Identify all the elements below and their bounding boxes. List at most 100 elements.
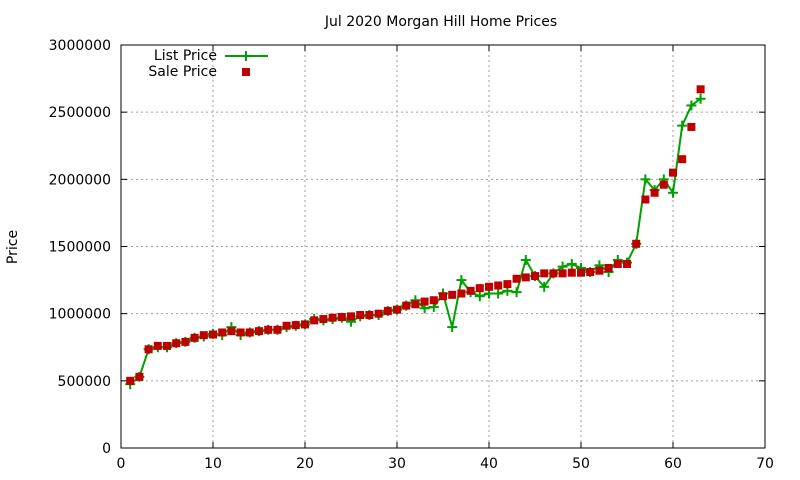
x-tick-label: 60 — [664, 456, 682, 472]
sale-price-point — [659, 180, 668, 189]
sale-price-point — [218, 328, 227, 337]
list-price-point — [447, 322, 458, 333]
sale-price-point — [374, 309, 383, 318]
axis-ticks: 0 10 20 30 40 50 60 70 0 500000 1000000 1500000 2000… — [49, 38, 774, 472]
x-tick-label: 30 — [388, 456, 406, 472]
legend-swatch-sale-price — [242, 68, 250, 76]
chart-title: Jul 2020 Morgan Hill Home Prices — [324, 14, 557, 30]
sale-price-point — [503, 280, 512, 289]
sale-price-point — [540, 269, 549, 278]
sale-price-point — [678, 155, 687, 164]
sale-price-point — [291, 321, 300, 330]
sale-price-point — [475, 284, 484, 293]
sale-price-point — [393, 305, 401, 314]
sale-price-point — [696, 85, 705, 94]
sale-price-point — [549, 269, 558, 278]
sale-price-point — [282, 321, 291, 330]
sale-price-point — [586, 268, 595, 277]
sale-price-point — [687, 122, 696, 131]
x-tick-label: 50 — [572, 456, 590, 472]
list-price-line — [129, 97, 702, 385]
sale-price-point — [383, 306, 392, 315]
x-tick-label: 10 — [204, 456, 222, 472]
list-price-point — [566, 258, 577, 269]
sale-price-point — [485, 282, 493, 291]
sale-price-point — [531, 272, 539, 281]
sale-price-point — [245, 328, 254, 337]
y-tick-label: 2000000 — [49, 172, 111, 188]
sale-price-point — [439, 292, 447, 301]
sale-price-point — [144, 345, 153, 354]
y-tick-label: 2500000 — [49, 105, 111, 121]
sale-price-point — [337, 313, 346, 322]
list-price-point — [474, 291, 485, 302]
list-price-point — [493, 288, 504, 299]
sale-price-point — [172, 339, 181, 348]
sale-price-point — [411, 300, 420, 309]
sale-price-point — [347, 312, 355, 321]
sale-price-point — [457, 289, 466, 298]
sale-price-point — [669, 168, 677, 177]
sale-price-point — [181, 337, 190, 346]
grid — [121, 45, 765, 448]
sale-price-point — [126, 376, 135, 385]
sale-price-point — [577, 268, 585, 277]
sale-price-point — [650, 188, 659, 197]
y-tick-label: 3000000 — [49, 38, 111, 54]
plot-frame — [120, 44, 766, 449]
sale-price-point — [328, 313, 337, 322]
list-price-point — [456, 275, 467, 286]
legend: List Price Sale Price — [148, 48, 268, 80]
sale-price-point — [135, 372, 144, 381]
sale-price-point — [236, 328, 245, 337]
x-tick-label: 0 — [117, 456, 126, 472]
sale-price-point — [273, 325, 282, 334]
list-price-point — [511, 287, 522, 298]
sale-price-point — [356, 311, 365, 320]
sale-price-point — [365, 311, 374, 320]
y-tick-label: 500000 — [58, 374, 111, 390]
sale-price-point — [255, 327, 263, 336]
y-tick-label: 1000000 — [49, 307, 111, 323]
list-price-point — [677, 120, 688, 131]
sale-price-point — [558, 269, 567, 278]
sale-price-point — [310, 316, 319, 325]
series — [125, 85, 706, 390]
y-axis-label: Price — [5, 230, 21, 264]
sale-price-point — [632, 239, 641, 248]
sale-price-point — [604, 263, 613, 272]
sale-price-point — [264, 325, 273, 334]
sale-price-point — [319, 315, 328, 324]
sale-price-point — [227, 327, 236, 336]
sale-price-point — [466, 286, 475, 295]
sale-price-point — [301, 320, 309, 329]
y-tick-label: 0 — [102, 441, 111, 457]
sale-price-point — [153, 341, 162, 350]
sale-price-point — [402, 301, 411, 310]
sale-price-point — [420, 297, 429, 306]
sale-price-point — [623, 259, 631, 268]
sale-price-point — [521, 273, 530, 282]
sale-price-point — [448, 290, 457, 299]
list-price-point — [686, 100, 697, 111]
sale-price-point — [512, 274, 521, 283]
legend-label-list-price: List Price — [154, 48, 217, 64]
sale-price-point — [494, 281, 503, 290]
list-price-point — [640, 174, 651, 185]
sale-price-point — [429, 296, 438, 305]
sale-price-point — [163, 341, 171, 350]
list-price-point — [695, 93, 706, 104]
legend-label-sale-price: Sale Price — [148, 64, 217, 80]
list-price-point — [520, 254, 531, 265]
x-tick-label: 70 — [756, 456, 774, 472]
y-tick-label: 1500000 — [49, 240, 111, 256]
sale-price-point — [595, 266, 604, 275]
list-price-point — [668, 187, 678, 198]
sale-price-point — [209, 330, 217, 339]
sale-price-point — [567, 268, 576, 277]
sale-price-point — [641, 195, 650, 204]
sale-price-point — [199, 331, 208, 340]
legend-marker-list-price — [241, 51, 251, 61]
list-price-point — [539, 281, 550, 292]
